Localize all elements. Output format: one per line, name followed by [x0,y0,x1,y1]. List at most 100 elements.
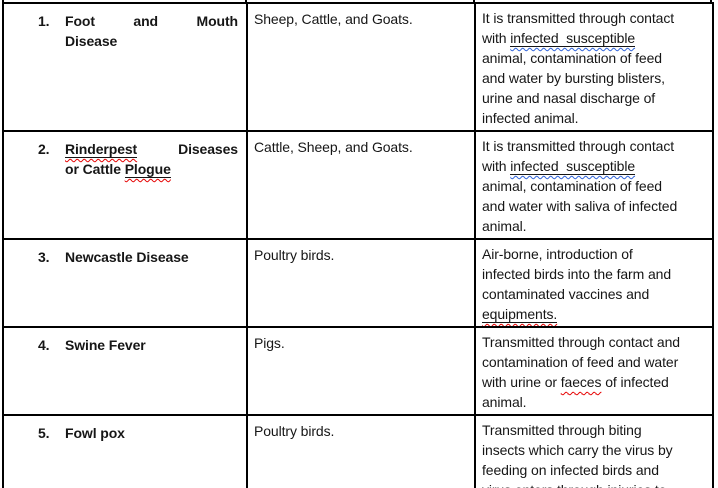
animals-cell[interactable]: Pigs. [246,326,476,416]
text-segment: animal, contamination of feed [482,178,662,194]
disease-name: Newcastle Disease [65,247,238,267]
underlined-text: Rinderpest [65,141,137,158]
text-segment: Diseases [137,141,238,157]
text-segment: Disease [65,33,118,49]
cut-row-border-stub [710,0,712,2]
disease-cell[interactable]: 2. Rinderpest Diseases or Cattle Plogue [2,130,248,240]
disease-cell[interactable]: 5. Fowl pox [2,414,248,488]
animals-text: Sheep, Cattle, and Goats. [254,11,413,27]
disease-cell[interactable]: 4. Swine Fever [2,326,248,416]
transmission-cell[interactable]: Air-borne, introduction of infected birds… [474,238,714,328]
text-segment: feeding on infected birds and [482,462,659,478]
text-segment: and water with saliva of infected [482,198,678,214]
spellcheck-squiggle-red: faeces [560,374,602,390]
transmission-cell[interactable]: It is transmitted through contact with in… [474,2,714,132]
table-row: 3. Newcastle Disease Poultry birds. Air-bor… [2,238,714,328]
transmission-line: contaminated vaccines and [482,284,708,304]
transmission-cell[interactable]: It is transmitted through contact with in… [474,130,714,240]
text-segment: with [482,30,511,46]
spellcheck-squiggle-red: Plogue [124,161,171,177]
table-row: 2. Rinderpest Diseases or Cattle Plogue Cat… [2,130,714,240]
transmission-line: feeding on infected birds and [482,460,708,480]
cut-row-border-stub [2,0,4,2]
transmission-line: infected birds into the farm and [482,264,708,284]
text-segment: of infected [601,374,669,390]
spellcheck-squiggle-red: Rinderpest [65,141,138,157]
animals-text: Pigs. [254,335,285,351]
disease-cell[interactable]: 1. Foot and Mouth Disease [2,2,248,132]
animals-text: Cattle, Sheep, and Goats. [254,139,413,155]
spellcheck-squiggle-red: equipments. [482,306,558,322]
text-segment: Transmitted through contact and [482,334,680,350]
transmission-line: Transmitted through biting [482,420,708,440]
underlined-text: infected susceptible [510,158,635,175]
transmission-cell[interactable]: Transmitted through contact and contamina… [474,326,714,416]
transmission-line: Transmitted through contact and [482,332,708,352]
text-segment: and water by bursting blisters, [482,70,665,86]
disease-name-line: Fowl pox [65,423,238,443]
text-segment: Foot and Mouth [65,13,238,29]
transmission-line: with infected susceptible [482,28,708,48]
table-row: 1. Foot and Mouth Disease Sheep, Cattle, an… [2,2,714,132]
text-segment: virus enters through injuries to [482,482,666,488]
numbered-list-item: 2. Rinderpest Diseases or Cattle Plogue [38,139,238,179]
disease-name-line: Disease [65,31,238,51]
text-segment: Newcastle Disease [65,249,189,265]
text-segment: contaminated vaccines and [482,286,650,302]
transmission-line: with urine or faeces of infected [482,372,708,392]
list-number: 5. [38,425,50,441]
transmission-line: and water by bursting blisters, [482,68,708,88]
transmission-line: with infected susceptible [482,156,708,176]
transmission-line: animal. [482,392,708,412]
text-segment: with urine or [482,374,561,390]
animals-cell[interactable]: Poultry birds. [246,414,476,488]
text-segment: animal. [482,218,527,234]
spellcheck-squiggle-blue: infected susceptible [510,30,636,46]
disease-name-line: Rinderpest Diseases [65,139,238,159]
transmission-line: It is transmitted through contact [482,136,708,156]
animals-cell[interactable]: Sheep, Cattle, and Goats. [246,2,476,132]
spellcheck-squiggle-blue: infected susceptible [510,158,636,174]
disease-name: Foot and Mouth Disease [65,11,238,51]
numbered-list-item: 3. Newcastle Disease [38,247,238,267]
transmission-line: urine and nasal discharge of [482,88,708,108]
transmission-line: insects which carry the virus by [482,440,708,460]
transmission-line: virus enters through injuries to [482,480,708,488]
text-segment: contamination of feed and water [482,354,679,370]
transmission-line: and water with saliva of infected [482,196,708,216]
underlined-text: infected susceptible [510,30,635,47]
text-segment: or Cattle [65,161,125,177]
disease-name-line: Foot and Mouth [65,11,238,31]
disease-name: Fowl pox [65,423,238,443]
text-segment: It is transmitted through contact [482,10,675,26]
transmission-line: animal, contamination of feed [482,176,708,196]
numbered-list-item: 4. Swine Fever [38,335,238,355]
table-row: 4. Swine Fever Pigs. Transmitted through co… [2,326,714,416]
animals-cell[interactable]: Cattle, Sheep, and Goats. [246,130,476,240]
animals-text: Poultry birds. [254,247,335,263]
numbered-list-item: 1. Foot and Mouth Disease [38,11,238,51]
transmission-line: equipments. [482,304,708,324]
text-segment: infected animal. [482,110,579,126]
underlined-text: Plogue [124,161,171,178]
text-segment: infected birds into the farm and [482,266,672,282]
cut-row-border-stub [245,0,247,2]
animals-cell[interactable]: Poultry birds. [246,238,476,328]
text-segment: urine and nasal discharge of [482,90,656,106]
text-segment: It is transmitted through contact [482,138,675,154]
text-segment: insects which carry the virus by [482,442,673,458]
transmission-line: contamination of feed and water [482,352,708,372]
disease-name: Swine Fever [65,335,238,355]
disease-name-line: Newcastle Disease [65,247,238,267]
disease-name-line: or Cattle Plogue [65,159,238,179]
list-number: 4. [38,337,50,353]
disease-cell[interactable]: 3. Newcastle Disease [2,238,248,328]
transmission-line: infected animal. [482,108,708,128]
transmission-cell[interactable]: Transmitted through biting insects which … [474,414,714,488]
text-segment: Transmitted through biting [482,422,642,438]
text-segment: Fowl pox [65,425,125,441]
list-number: 3. [38,249,50,265]
transmission-line: It is transmitted through contact [482,8,708,28]
transmission-line: animal, contamination of feed [482,48,708,68]
